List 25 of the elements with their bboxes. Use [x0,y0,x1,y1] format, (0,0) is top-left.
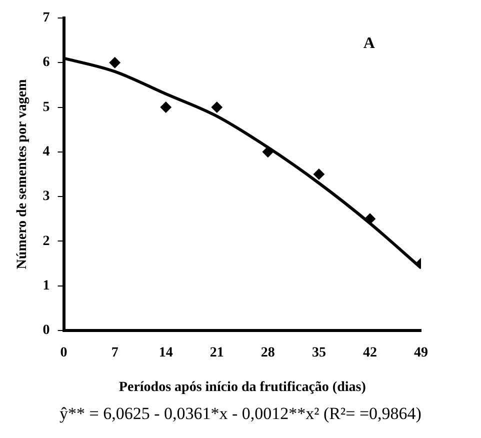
x-axis-title: Períodos após início da frutificação (dias) [118,380,366,396]
y-tick-label: 7 [42,10,50,26]
x-tick-label: 7 [111,345,118,360]
y-tick-label: 2 [42,234,50,249]
point [160,102,172,113]
y-tick-label: 1 [42,278,50,294]
point [313,168,324,180]
x-tick-label: 42 [362,345,377,360]
y-axis-title: Número de sementes por vagem [15,78,30,270]
text: ŷ** = 6,0625 - 0,0361*x - 0,0012**x² (R²= =0,9864) [58,404,422,424]
point [109,57,120,68]
y-tick-label: 5 [42,100,50,115]
x-tick-label: 28 [260,345,275,360]
annotation: A [363,35,376,52]
x-tick-label: 0 [60,345,68,360]
y-tick-label: 3 [42,189,50,204]
x-tick-label: 35 [312,345,326,360]
y-tick-label: 4 [42,144,50,160]
x-tick-label: 14 [158,345,173,360]
y-tick-label: 6 [42,55,50,70]
point [364,213,376,224]
y-tick-label: 0 [42,323,50,338]
point [211,102,222,113]
x-tick-label: 49 [414,345,428,360]
x-tick-label: 21 [210,345,224,360]
